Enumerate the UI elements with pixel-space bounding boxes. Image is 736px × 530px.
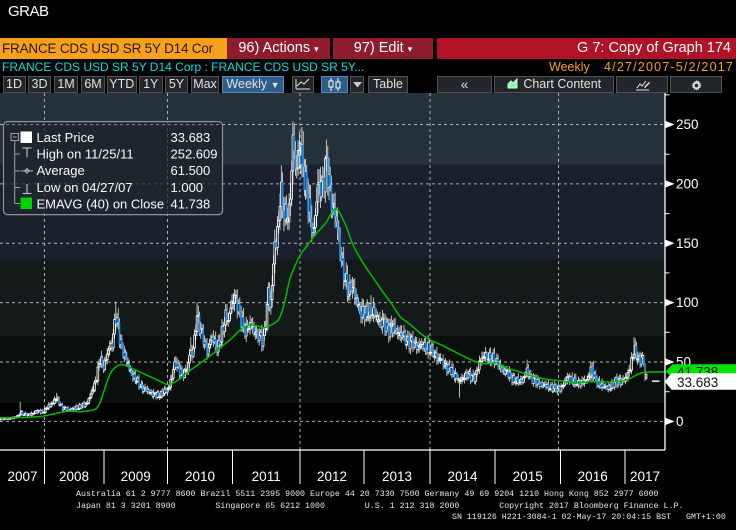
svg-text:2016: 2016 [578,469,608,484]
svg-text:Average: Average [37,163,85,178]
svg-text:200: 200 [676,176,699,191]
svg-text:2012: 2012 [317,469,347,484]
svg-text:2013: 2013 [382,469,412,484]
svg-text:2008: 2008 [59,469,89,484]
svg-text:1.000: 1.000 [171,180,204,195]
svg-text:2011: 2011 [252,469,281,484]
svg-text:150: 150 [676,236,699,251]
svg-text:33.683: 33.683 [171,130,211,145]
svg-text:High on 11/25/11: High on 11/25/11 [37,147,134,162]
svg-text:2009: 2009 [121,469,151,484]
svg-text:2015: 2015 [513,469,543,484]
svg-text:41.738: 41.738 [171,196,211,211]
svg-text:2017: 2017 [630,469,660,484]
svg-text:2010: 2010 [185,469,215,484]
svg-text:0: 0 [676,414,684,429]
svg-text:252.609: 252.609 [171,147,218,162]
svg-text:61.500: 61.500 [171,163,211,178]
svg-text:2014: 2014 [447,469,478,484]
svg-text:EMAVG (40) on Close: EMAVG (40) on Close [37,196,165,211]
svg-text:2007: 2007 [7,469,37,484]
svg-text:Low on 04/27/07: Low on 04/27/07 [37,180,133,195]
svg-text:33.683: 33.683 [677,375,718,390]
svg-text:100: 100 [676,295,699,310]
svg-text:250: 250 [676,117,699,132]
svg-text:Last Price: Last Price [37,130,95,145]
